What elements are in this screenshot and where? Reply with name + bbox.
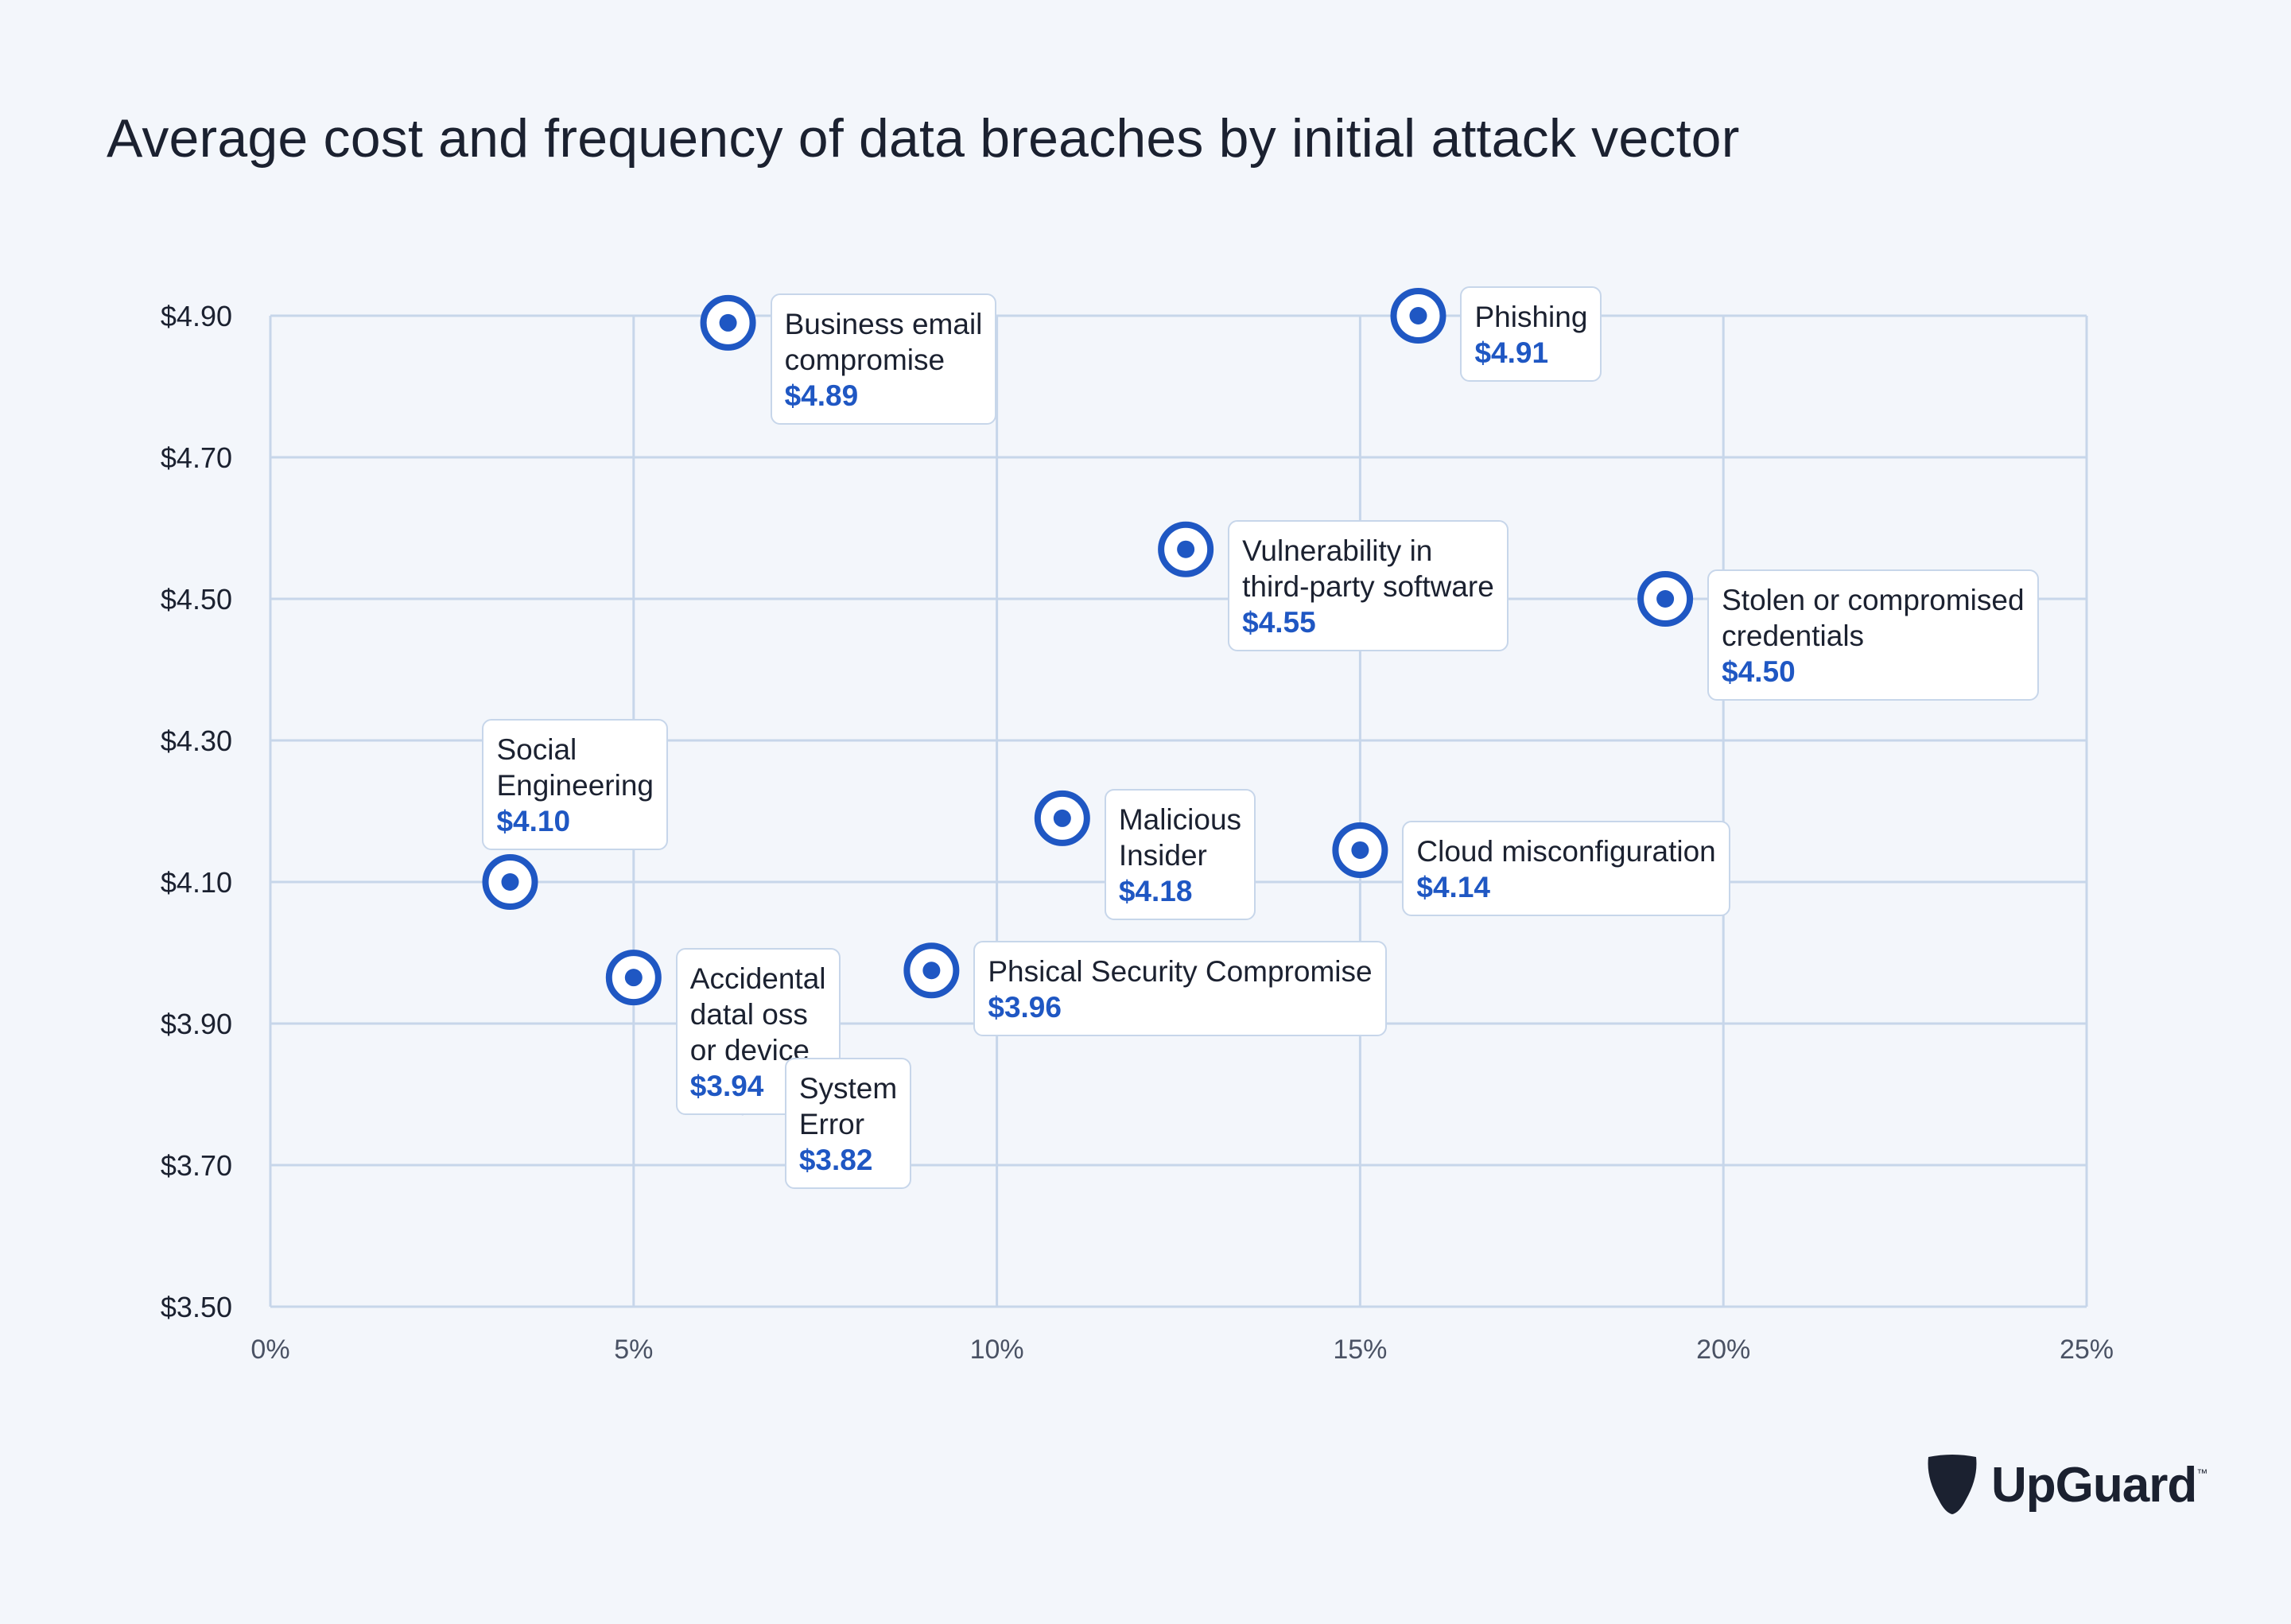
data-point-marker (1332, 822, 1388, 878)
data-point-name: System Error (798, 1072, 898, 1141)
data-point-label: Phsical Security Compromise $3.96 (973, 941, 1387, 1037)
data-point-name: Stolen or compromised credentials (1722, 584, 2025, 652)
data-point-marker (700, 294, 756, 351)
data-point-name: Phishing (1474, 301, 1588, 333)
x-tick-label: 10% (970, 1335, 1024, 1365)
chart-title: Average cost and frequency of data breac… (107, 108, 1740, 169)
y-tick-label: $3.50 (161, 1291, 232, 1323)
y-tick-label: $4.50 (161, 583, 232, 616)
data-point-name: Malicious Insider (1118, 802, 1242, 872)
x-axis-ticks: 0% 5% 10% 15% 20% 25% (250, 1335, 2114, 1365)
guitar-pick-shield-icon (1928, 1455, 1977, 1514)
data-point-value: $3.94 (689, 1070, 764, 1103)
data-point-name: Cloud misconfiguration (1416, 834, 1716, 868)
data-point-value: $3.82 (798, 1144, 873, 1177)
data-point-label: Malicious Insider $4.18 (1104, 788, 1256, 920)
data-point-label: System Error $3.82 (784, 1058, 912, 1190)
data-point-name: Business email compromise (784, 307, 983, 376)
data-point-value: $4.18 (1118, 874, 1193, 907)
data-point-marker (1034, 790, 1090, 846)
x-tick-label: 20% (1696, 1335, 1750, 1365)
y-tick-label: $4.70 (161, 441, 232, 474)
data-point-label: Cloud misconfiguration $4.14 (1402, 820, 1730, 916)
data-point-name: Vulnerability in third-party software (1242, 534, 1494, 603)
x-tick-label: 25% (2060, 1335, 2114, 1365)
brand-trademark: ™ (2196, 1467, 2208, 1479)
data-point-value: $4.91 (1474, 336, 1549, 369)
data-point-label: Phishing $4.91 (1460, 286, 1602, 382)
data-point-label: Stolen or compromised credentials $4.50 (1707, 569, 2039, 701)
data-point-name: Phsical Security Compromise (988, 955, 1373, 989)
data-point-marker (605, 950, 662, 1006)
y-tick-label: $4.90 (161, 300, 232, 332)
data-point-value: $4.55 (1242, 605, 1316, 639)
y-axis-ticks: $3.50 $3.70 $3.90 $4.10 $4.30 $4.50 $4.70 $4.90 (161, 300, 232, 1323)
data-point-value: $3.96 (988, 991, 1062, 1024)
data-point-name: Social Engineering (496, 733, 654, 802)
brand-logo: UpGuard ™ (1924, 1454, 2208, 1516)
data-point-value: $4.89 (784, 379, 859, 412)
y-tick-label: $3.70 (161, 1149, 232, 1182)
y-tick-label: $4.10 (161, 866, 232, 899)
y-tick-label: $3.90 (161, 1008, 232, 1040)
data-point-marker (903, 942, 960, 999)
x-tick-label: 5% (614, 1335, 653, 1365)
data-point-value: $4.10 (496, 805, 571, 837)
data-point-label: Accidental datal oss or device $3.94 (675, 948, 841, 1116)
data-point-value: $4.14 (1416, 870, 1490, 903)
data-point-label: Business email compromise $4.89 (770, 293, 997, 425)
data-point-marker (1158, 521, 1214, 577)
y-tick-label: $4.30 (161, 725, 232, 757)
data-point-marker (1390, 288, 1446, 344)
data-point-marker (482, 854, 538, 910)
x-tick-label: 15% (1333, 1335, 1387, 1365)
data-point-label: Social Engineering $4.10 (482, 719, 668, 850)
data-point-name: Accidental datal oss or device (689, 962, 826, 1067)
brand-name: UpGuard (1991, 1457, 2197, 1513)
x-tick-label: 0% (250, 1335, 289, 1365)
data-point-value: $4.50 (1722, 655, 1796, 688)
data-point-label: Vulnerability in third-party software $4.… (1228, 519, 1509, 651)
data-point-marker (1637, 571, 1694, 627)
